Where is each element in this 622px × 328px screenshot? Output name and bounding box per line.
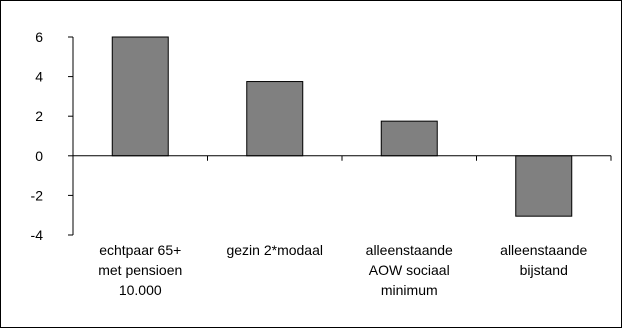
y-tick-label: 0 <box>35 148 43 164</box>
category-label-line: gezin 2*modaal <box>226 242 323 258</box>
y-tick-label: -2 <box>31 187 44 203</box>
category-label-line: met pensioen <box>98 262 182 278</box>
bar <box>246 81 304 157</box>
category-label: alleenstaande bijstand <box>500 242 587 278</box>
zero-line <box>72 155 612 161</box>
bar <box>111 36 169 157</box>
category-label-line: AOW sociaal <box>369 262 450 278</box>
x-axis-labels: echtpaar 65+ met pensioen 10.000 gezin 2*mo… <box>98 242 587 298</box>
category-label-line: alleenstaande <box>500 242 587 258</box>
bars <box>111 36 573 217</box>
y-tick-label: 6 <box>35 29 43 45</box>
category-label: echtpaar 65+ met pensioen 10.000 <box>98 242 182 298</box>
y-tick-label: 4 <box>35 69 43 85</box>
bar <box>515 155 573 217</box>
category-label-line: echtpaar 65+ <box>99 242 181 258</box>
y-axis: 6 4 2 0 -2 -4 <box>31 29 74 243</box>
category-label-line: alleenstaande <box>366 242 453 258</box>
category-label-line: minimum <box>381 282 438 298</box>
y-tick-label: -4 <box>31 227 44 243</box>
bar <box>380 120 438 157</box>
category-label: gezin 2*modaal <box>226 242 323 258</box>
category-label-line: bijstand <box>520 262 568 278</box>
category-label: alleenstaande AOW sociaal minimum <box>366 242 453 298</box>
category-label-line: 10.000 <box>119 282 162 298</box>
y-tick-label: 2 <box>35 108 43 124</box>
